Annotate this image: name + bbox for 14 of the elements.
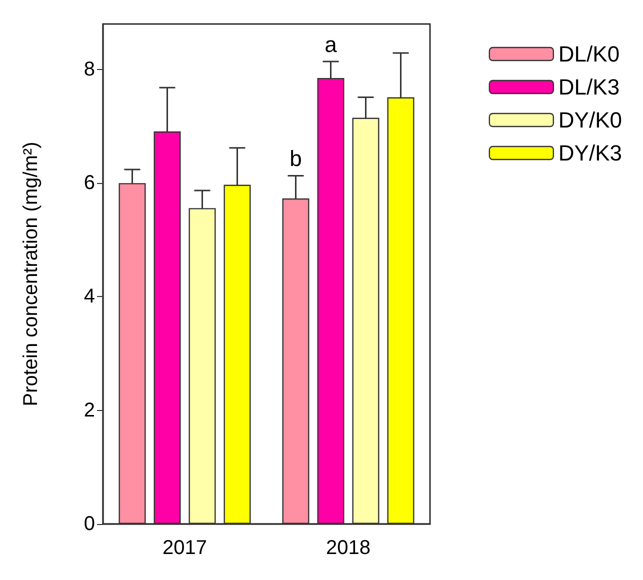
y-axis-title: Protein concentration (mg/m²) (20, 142, 42, 406)
y-tick-label: 8 (84, 58, 95, 80)
y-tick-label: 4 (84, 286, 95, 308)
legend-label: DY/K3 (558, 140, 622, 166)
x-tick-label: 2017 (162, 537, 207, 559)
legend-label: DL/K0 (558, 42, 620, 66)
legend-label: DY/K0 (558, 108, 622, 132)
annotation: a (324, 32, 338, 57)
y-tick-label: 6 (84, 172, 95, 194)
y-tick-label: 2 (84, 399, 95, 422)
y-tick-label: 0 (84, 513, 95, 535)
annotation: b (290, 146, 302, 172)
x-tick-label: 2018 (326, 537, 370, 559)
legend-label: DL/K3 (558, 74, 620, 100)
